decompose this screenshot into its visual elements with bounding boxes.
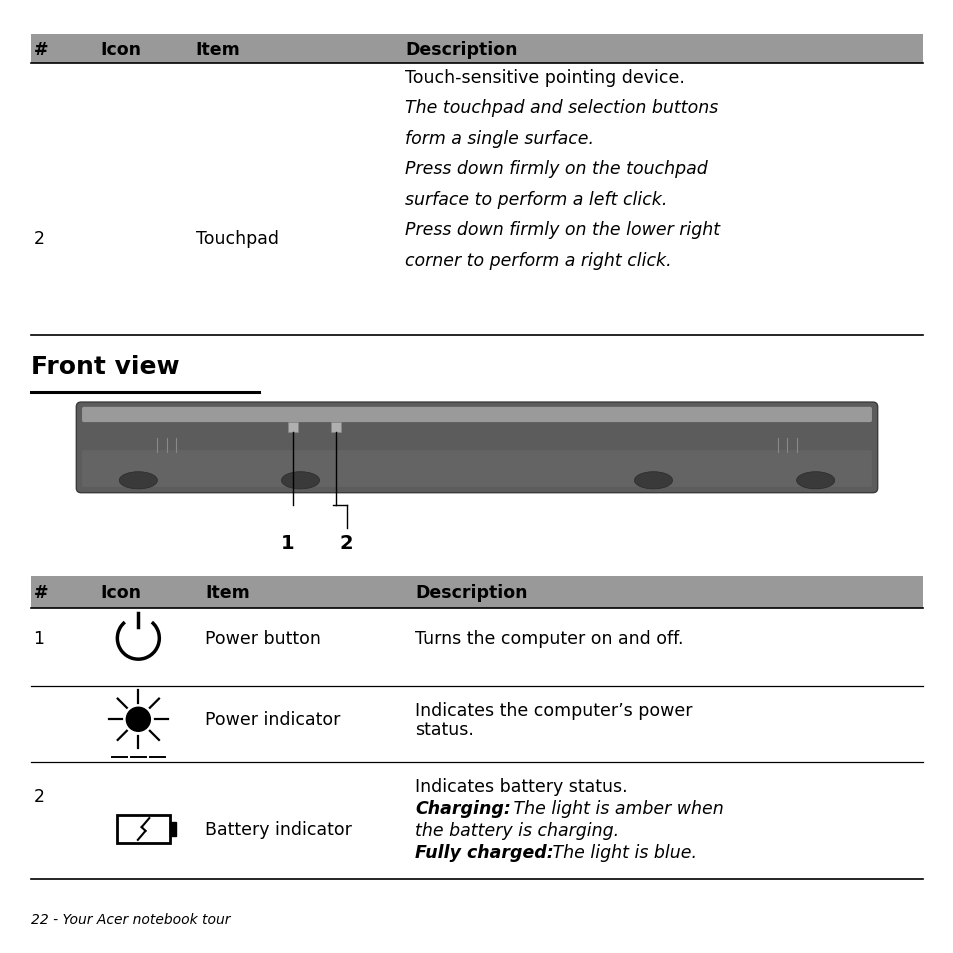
Text: surface to perform a left click.: surface to perform a left click.: [405, 191, 667, 209]
FancyBboxPatch shape: [30, 35, 923, 64]
Text: Front view: Front view: [30, 355, 179, 378]
Text: Icon: Icon: [100, 41, 141, 58]
Text: Indicates the computer’s power: Indicates the computer’s power: [415, 701, 692, 719]
FancyBboxPatch shape: [331, 423, 340, 433]
Ellipse shape: [119, 472, 157, 490]
Text: #: #: [33, 41, 48, 58]
Text: Indicates battery status.: Indicates battery status.: [415, 778, 627, 795]
Text: Press down firmly on the lower right: Press down firmly on the lower right: [405, 221, 720, 239]
Text: The light is amber when: The light is amber when: [508, 800, 723, 817]
Text: status.: status.: [415, 720, 474, 738]
Text: The touchpad and selection buttons: The touchpad and selection buttons: [405, 99, 718, 117]
Text: Fully charged:: Fully charged:: [415, 843, 553, 861]
Text: #: #: [33, 583, 48, 601]
Text: Power indicator: Power indicator: [205, 711, 340, 728]
Text: Description: Description: [415, 583, 527, 601]
Text: form a single surface.: form a single surface.: [405, 130, 594, 148]
FancyBboxPatch shape: [170, 821, 176, 837]
Ellipse shape: [634, 472, 672, 490]
Ellipse shape: [796, 472, 834, 490]
Text: Icon: Icon: [100, 583, 141, 601]
Text: 2: 2: [33, 230, 45, 247]
FancyBboxPatch shape: [82, 408, 871, 423]
Text: Turns the computer on and off.: Turns the computer on and off.: [415, 630, 682, 647]
Text: Touchpad: Touchpad: [195, 230, 278, 247]
Text: 1: 1: [281, 534, 294, 553]
Text: 2: 2: [33, 787, 45, 804]
Text: Description: Description: [405, 41, 517, 58]
Text: the battery is charging.: the battery is charging.: [415, 821, 618, 839]
Text: Item: Item: [205, 583, 250, 601]
Ellipse shape: [281, 472, 319, 490]
Text: corner to perform a right click.: corner to perform a right click.: [405, 252, 671, 270]
Text: Power button: Power button: [205, 630, 320, 647]
Text: Charging:: Charging:: [415, 800, 510, 817]
Text: Press down firmly on the touchpad: Press down firmly on the touchpad: [405, 160, 707, 178]
FancyBboxPatch shape: [288, 423, 297, 433]
Text: Battery indicator: Battery indicator: [205, 821, 352, 838]
FancyBboxPatch shape: [82, 451, 871, 487]
Circle shape: [126, 707, 151, 732]
Text: 1: 1: [33, 630, 45, 647]
Text: Item: Item: [195, 41, 240, 58]
FancyBboxPatch shape: [30, 577, 923, 608]
FancyBboxPatch shape: [76, 402, 877, 494]
Text: Touch-sensitive pointing device.: Touch-sensitive pointing device.: [405, 69, 684, 87]
Text: 22 - Your Acer notebook tour: 22 - Your Acer notebook tour: [30, 912, 230, 926]
Text: The light is blue.: The light is blue.: [546, 843, 696, 861]
Text: 2: 2: [339, 534, 353, 553]
